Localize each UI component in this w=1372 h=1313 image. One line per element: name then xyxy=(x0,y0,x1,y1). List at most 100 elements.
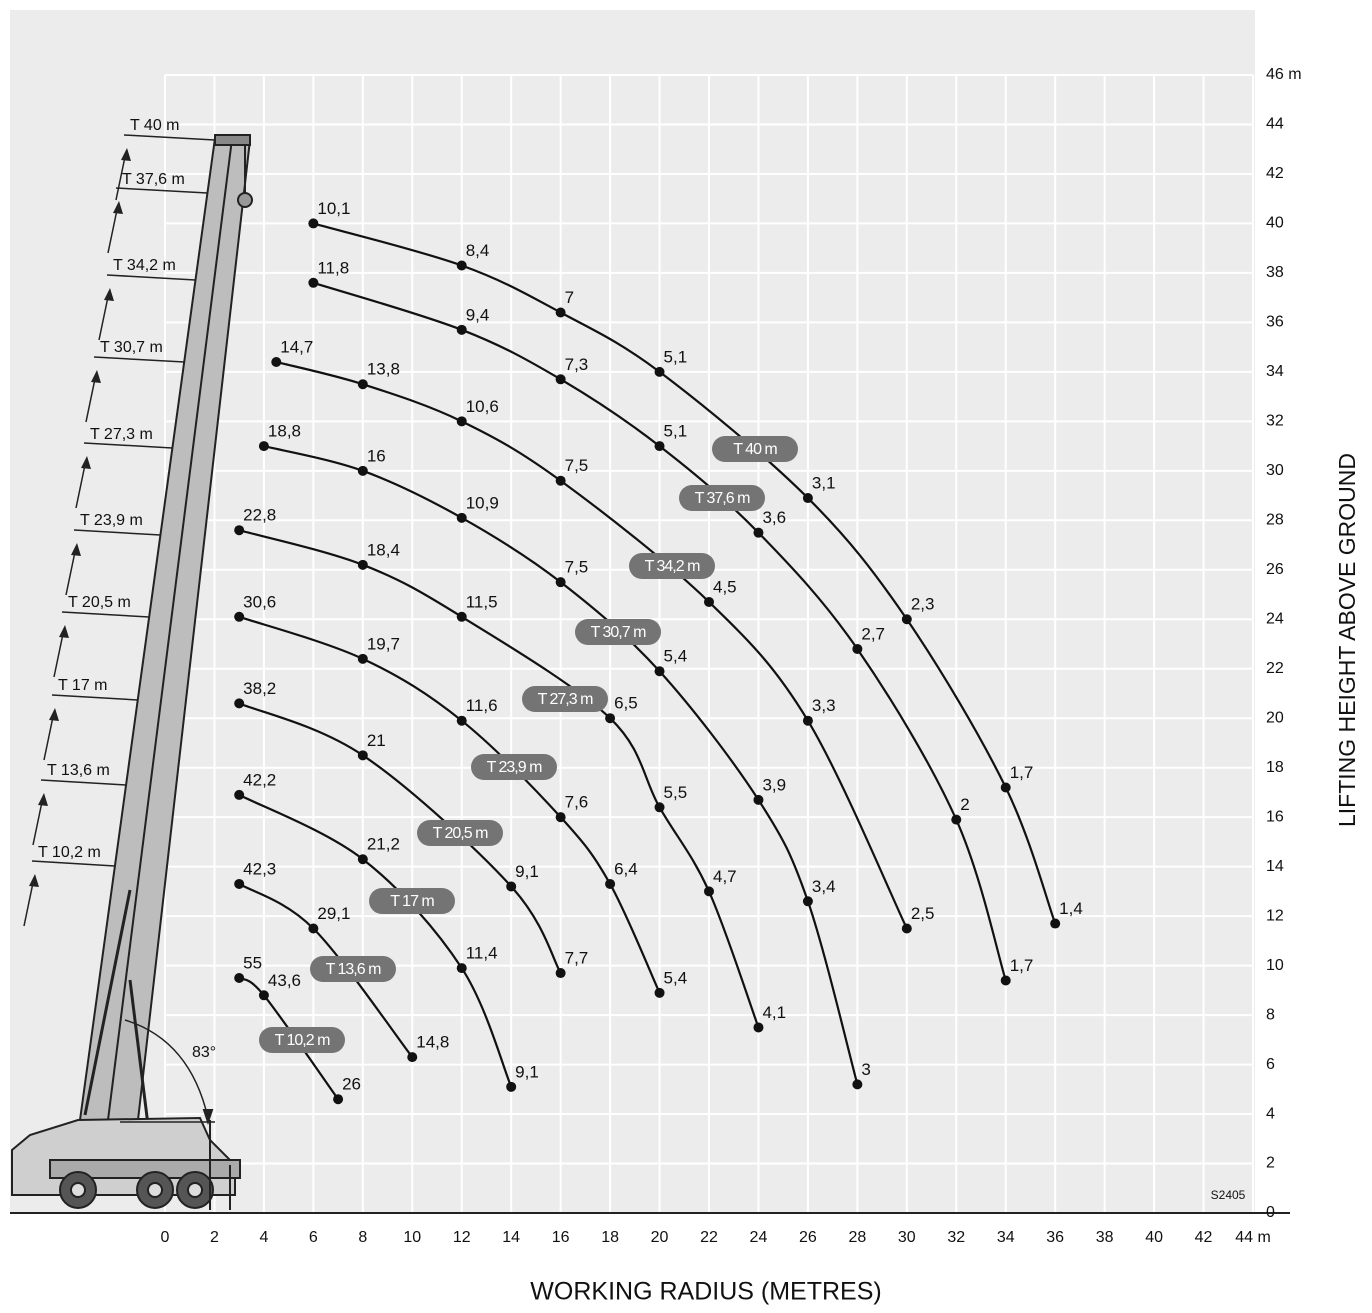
load-label: 8,4 xyxy=(466,241,490,260)
series-tag xyxy=(575,619,661,645)
load-label: 5,4 xyxy=(664,968,688,987)
code-label: S2405 xyxy=(1211,1188,1246,1202)
load-point xyxy=(555,475,566,486)
load-point xyxy=(258,441,269,452)
load-point xyxy=(753,794,764,805)
load-point xyxy=(234,878,245,889)
series-tag xyxy=(259,1027,345,1053)
load-point xyxy=(951,814,962,825)
load-point xyxy=(506,881,517,892)
load-label: 7,6 xyxy=(565,793,589,812)
load-point xyxy=(308,277,319,288)
boom-arrow-head xyxy=(59,625,69,638)
load-label: 3,4 xyxy=(812,877,836,896)
load-point xyxy=(456,963,467,974)
boom-length-line xyxy=(93,356,185,363)
series-tag xyxy=(522,686,608,712)
x-tick-label: 8 xyxy=(358,1229,367,1246)
load-label: 1,7 xyxy=(1010,763,1034,782)
load-point xyxy=(456,416,467,427)
boom-length-label: T 40 m xyxy=(130,117,180,134)
load-point xyxy=(753,527,764,538)
load-label: 3,1 xyxy=(812,474,836,493)
series-tag xyxy=(310,956,396,982)
x-tick-label: 32 xyxy=(947,1229,965,1246)
boom-length-label: T 27,3 m xyxy=(90,426,153,443)
load-label: 16 xyxy=(367,446,386,465)
x-tick-label: 36 xyxy=(1046,1229,1064,1246)
load-label: 3,9 xyxy=(762,775,786,794)
load-label: 7,5 xyxy=(565,456,589,475)
load-label: 21 xyxy=(367,731,386,750)
load-point xyxy=(555,812,566,823)
y-axis-title: LIFTING HEIGHT ABOVE GROUND xyxy=(1334,453,1360,827)
boom-length-label: T 23,9 m xyxy=(80,512,143,529)
x-tick-label: 6 xyxy=(309,1229,318,1246)
y-tick-label: 2 xyxy=(1266,1155,1275,1172)
load-label: 10,9 xyxy=(466,493,499,512)
x-tick-label: 10 xyxy=(403,1229,421,1246)
load-point xyxy=(654,802,665,813)
load-label: 55 xyxy=(243,953,262,972)
load-point xyxy=(1050,918,1061,929)
x-tick-label: 34 xyxy=(997,1229,1015,1246)
load-label: 18,4 xyxy=(367,540,400,559)
series-tag-label: T 37,6 m xyxy=(695,490,751,507)
y-tick-label: 8 xyxy=(1266,1006,1275,1023)
y-tick-label: 12 xyxy=(1266,907,1284,924)
series-tag-label: T 23,9 m xyxy=(487,759,543,776)
y-tick-label: 6 xyxy=(1266,1056,1275,1073)
load-point xyxy=(1000,975,1011,986)
boom-length-line xyxy=(51,694,138,701)
x-tick-label: 20 xyxy=(651,1229,669,1246)
load-label: 2,5 xyxy=(911,904,935,923)
series-tag xyxy=(712,436,798,462)
load-point xyxy=(654,441,665,452)
y-tick-label: 4 xyxy=(1266,1105,1275,1122)
x-tick-label: 24 xyxy=(750,1229,768,1246)
boom-length-label: T 37,6 m xyxy=(122,171,185,188)
load-label: 7,5 xyxy=(565,558,589,577)
load-point xyxy=(234,525,245,536)
load-curve xyxy=(238,702,562,974)
load-label: 5,4 xyxy=(664,647,688,666)
load-label: 18,8 xyxy=(268,422,301,441)
load-label: 22,8 xyxy=(243,506,276,525)
boom-length-label: T 30,7 m xyxy=(100,339,163,356)
y-tick-label: 18 xyxy=(1266,759,1284,776)
load-label: 42,2 xyxy=(243,770,276,789)
boom-arrow-head xyxy=(121,148,131,161)
load-point xyxy=(234,698,245,709)
load-label: 7 xyxy=(565,288,574,307)
load-label: 10,1 xyxy=(317,199,350,218)
boom-arrow-head xyxy=(71,543,81,556)
load-label: 38,2 xyxy=(243,679,276,698)
x-tick-label: 18 xyxy=(601,1229,619,1246)
boom-arrow-head xyxy=(113,201,123,214)
load-point xyxy=(704,886,714,897)
load-label: 3 xyxy=(861,1060,870,1079)
y-tick-label: 16 xyxy=(1266,808,1284,825)
load-point xyxy=(357,750,368,761)
y-tick-label: 30 xyxy=(1266,462,1284,479)
boom-arrow-head xyxy=(104,288,114,301)
y-tick-label: 10 xyxy=(1266,957,1284,974)
load-point xyxy=(555,577,566,588)
load-label: 6,4 xyxy=(614,859,638,878)
series-tag-label: T 34,2 m xyxy=(645,558,701,575)
x-tick-label: 2 xyxy=(210,1229,219,1246)
load-point xyxy=(357,379,368,390)
load-point xyxy=(555,374,566,385)
series-tag xyxy=(417,820,503,846)
boom-length-line xyxy=(31,860,115,867)
load-label: 19,7 xyxy=(367,634,400,653)
load-point xyxy=(901,923,912,934)
load-label: 43,6 xyxy=(268,971,301,990)
load-label: 2,7 xyxy=(861,624,885,643)
x-tick-label: 4 xyxy=(259,1229,268,1246)
load-point xyxy=(357,653,368,664)
load-label: 7,3 xyxy=(565,355,589,374)
load-point xyxy=(555,307,566,318)
series-tag-label: T 17 m xyxy=(390,893,434,910)
load-point xyxy=(456,260,467,271)
